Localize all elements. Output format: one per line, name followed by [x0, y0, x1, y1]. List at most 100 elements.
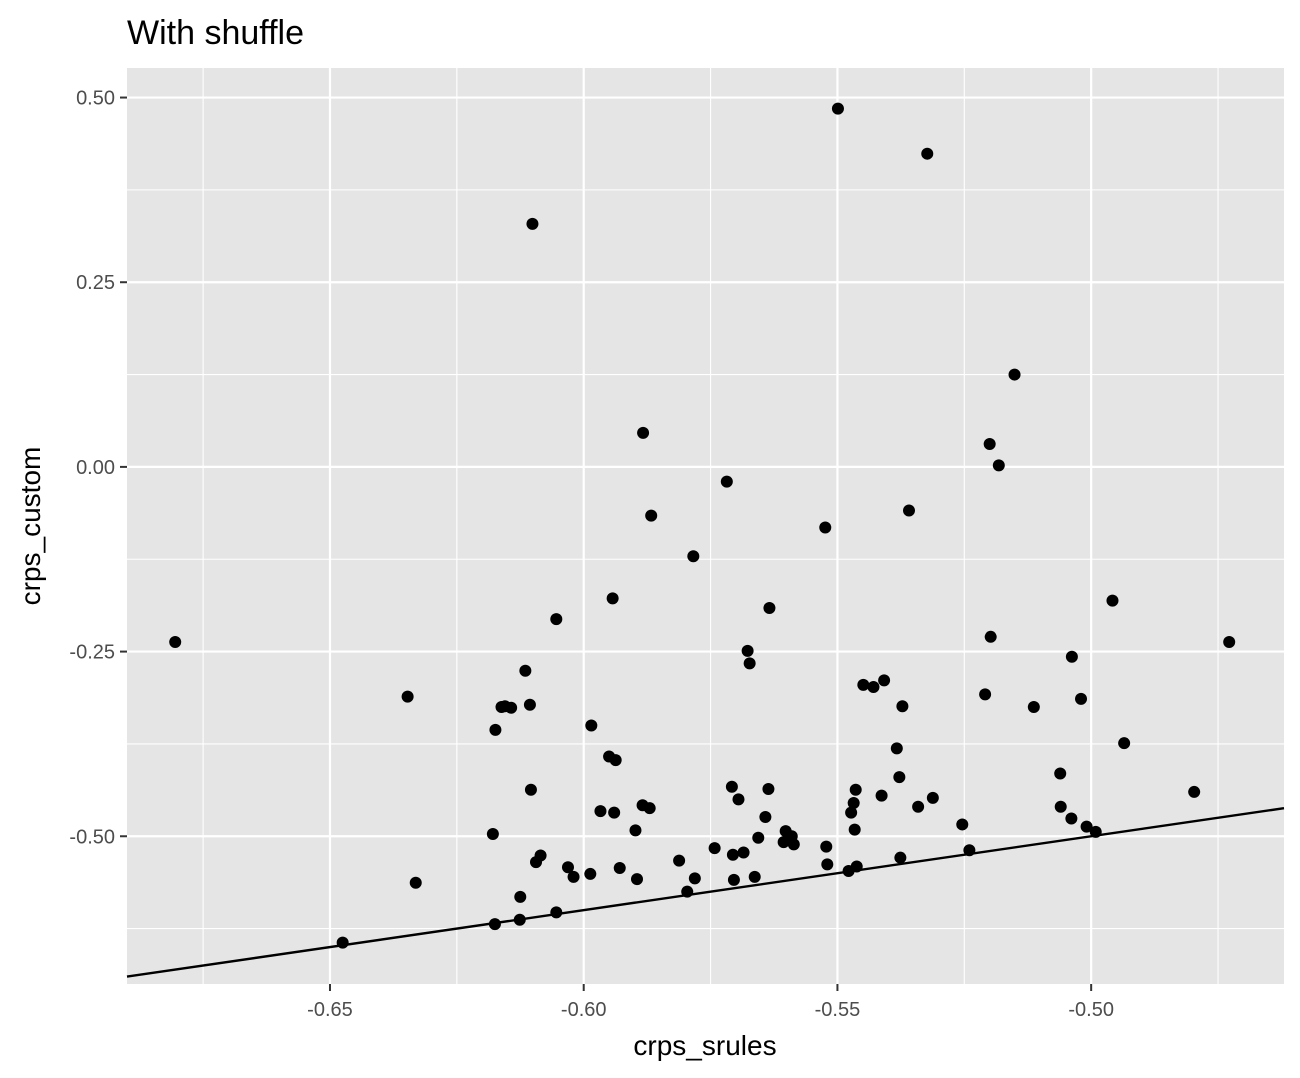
- data-point: [867, 681, 880, 694]
- data-point: [1054, 800, 1067, 813]
- x-axis: -0.65 -0.60 -0.55 -0.50: [307, 984, 1114, 1021]
- data-point: [514, 890, 527, 903]
- data-point: [1027, 700, 1040, 713]
- data-point: [787, 838, 800, 851]
- x-tick-label: -0.50: [1068, 999, 1114, 1021]
- data-point: [1118, 737, 1131, 750]
- data-point: [606, 592, 619, 605]
- y-tick-label: -0.25: [69, 642, 115, 664]
- data-point: [1075, 692, 1088, 705]
- data-point: [1065, 650, 1078, 663]
- data-point: [1188, 785, 1201, 798]
- identity-line: [126, 806, 1285, 978]
- data-point: [708, 842, 721, 855]
- data-point: [752, 831, 765, 844]
- data-point: [737, 846, 750, 859]
- data-point: [550, 613, 563, 626]
- chart-title: With shuffle: [127, 14, 304, 52]
- data-point: [983, 438, 996, 451]
- data-point: [1080, 820, 1093, 833]
- data-point: [488, 918, 501, 931]
- data-point: [902, 504, 915, 517]
- data-point: [820, 840, 833, 853]
- data-point: [926, 791, 939, 804]
- data-point: [921, 147, 934, 160]
- data-point: [850, 860, 863, 873]
- data-point: [1106, 594, 1119, 607]
- data-point: [890, 742, 903, 755]
- data-point: [609, 754, 622, 767]
- y-tick-label: 0.25: [76, 272, 115, 294]
- data-point: [486, 828, 499, 841]
- data-point: [763, 601, 776, 614]
- data-point: [819, 521, 832, 534]
- data-point: [526, 217, 539, 230]
- data-point: [743, 657, 756, 670]
- x-tick-label: -0.65: [307, 999, 353, 1021]
- y-axis: 0.50 0.25 0.00 -0.25 -0.50: [69, 88, 127, 848]
- data-point: [741, 644, 754, 657]
- data-point: [630, 873, 643, 886]
- data-point: [524, 783, 537, 796]
- data-point: [759, 811, 772, 824]
- data-point: [673, 854, 686, 867]
- y-tick-label: -0.50: [69, 826, 115, 848]
- data-point: [681, 885, 694, 898]
- data-point: [585, 719, 598, 732]
- data-point: [849, 783, 862, 796]
- data-point: [1008, 368, 1021, 381]
- data-point: [169, 635, 182, 648]
- data-point: [875, 789, 888, 802]
- data-point: [584, 867, 597, 880]
- x-tick-label: -0.60: [561, 999, 607, 1021]
- data-point: [821, 858, 834, 871]
- data-point: [984, 630, 997, 643]
- data-point: [1065, 812, 1078, 825]
- data-point: [979, 688, 992, 701]
- y-tick-label: 0.00: [76, 457, 115, 479]
- data-point: [748, 870, 761, 883]
- data-point: [732, 793, 745, 806]
- data-point: [1089, 825, 1102, 838]
- plot-panel: [127, 68, 1284, 984]
- data-point: [896, 700, 909, 713]
- data-point: [847, 797, 860, 810]
- x-tick-label: -0.55: [815, 999, 861, 1021]
- data-point: [727, 873, 740, 886]
- data-point: [1054, 767, 1067, 780]
- data-point: [409, 876, 422, 889]
- reference-line-group: [126, 806, 1285, 978]
- data-point: [893, 771, 906, 784]
- data-point: [550, 906, 563, 919]
- data-point: [845, 806, 858, 819]
- data-point: [720, 475, 733, 488]
- data-point: [762, 782, 775, 795]
- data-point: [848, 823, 861, 836]
- x-axis-title: crps_srules: [633, 1030, 776, 1061]
- data-point: [561, 861, 574, 874]
- data-point: [725, 780, 738, 793]
- y-axis-title: crps_custom: [15, 447, 46, 606]
- data-point: [637, 426, 650, 439]
- data-point: [336, 936, 349, 949]
- data-point: [523, 698, 536, 711]
- data-point: [912, 800, 925, 813]
- data-point: [567, 870, 580, 883]
- data-point: [726, 848, 739, 861]
- data-points: [169, 102, 1236, 949]
- data-point: [878, 674, 891, 687]
- data-point: [857, 678, 870, 691]
- data-point: [687, 550, 700, 563]
- data-point: [613, 862, 626, 875]
- data-point: [992, 459, 1005, 472]
- data-point: [519, 664, 532, 677]
- data-point: [963, 844, 976, 857]
- data-point: [534, 849, 547, 862]
- data-point: [594, 805, 607, 818]
- data-point: [1223, 635, 1236, 648]
- data-point: [629, 824, 642, 837]
- data-point: [489, 723, 502, 736]
- data-point: [894, 851, 907, 864]
- data-point: [513, 913, 526, 926]
- y-tick-label: 0.50: [76, 88, 115, 110]
